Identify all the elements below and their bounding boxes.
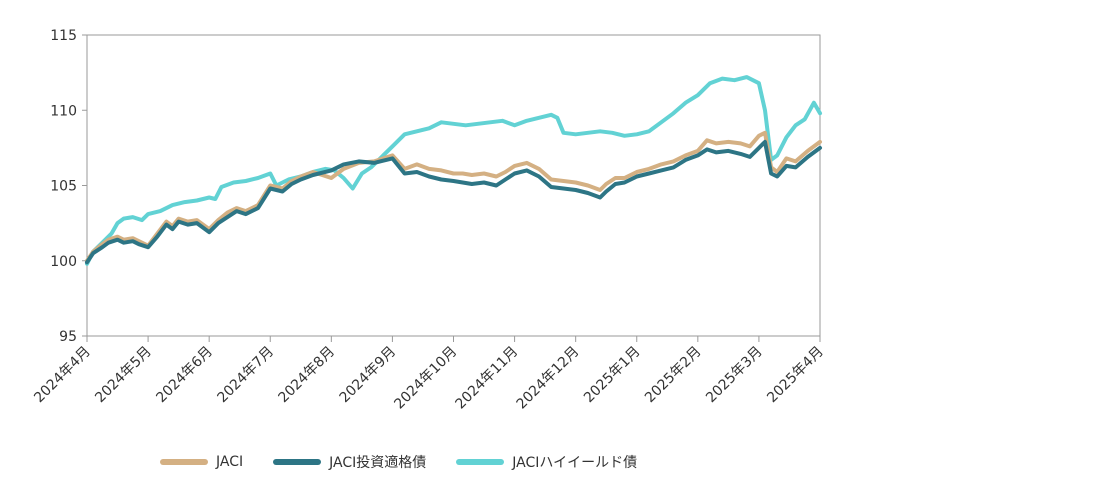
series-line-1 bbox=[85, 139, 822, 265]
plot-frame bbox=[86, 34, 821, 337]
x-tick-label-10: 2025年2月 bbox=[642, 344, 705, 407]
x-tick-label-12: 2025年4月 bbox=[764, 344, 827, 407]
legend-label-jaci-investment-grade: JACI投資適格債 bbox=[329, 455, 427, 471]
x-tick-label-0: 2024年4月 bbox=[31, 344, 94, 407]
series-line-2 bbox=[85, 75, 822, 266]
legend-item-jaci: JACI bbox=[160, 452, 243, 472]
legend-item-jaci-investment-grade: JACI投資適格債 bbox=[273, 452, 426, 472]
x-tick-label-11: 2025年3月 bbox=[703, 344, 766, 407]
x-tick-label-7: 2024年11月 bbox=[453, 344, 522, 413]
legend: JACI JACI投資適格債 JACIハイイールド債 bbox=[160, 452, 637, 472]
y-tick-label-105: 105 bbox=[50, 179, 77, 195]
y-tick-label-100: 100 bbox=[50, 254, 77, 270]
legend-swatch-jaci bbox=[160, 459, 208, 465]
legend-label-jaci: JACI bbox=[216, 454, 244, 470]
y-tick-label-115: 115 bbox=[50, 28, 77, 44]
legend-item-jaci-high-yield: JACIハイイールド債 bbox=[456, 452, 637, 472]
y-tick-label-95: 95 bbox=[59, 329, 77, 345]
legend-label-jaci-high-yield: JACIハイイールド債 bbox=[512, 455, 638, 471]
legend-swatch-jaci-investment-grade bbox=[273, 459, 322, 465]
legend-swatch-jaci-high-yield bbox=[456, 459, 505, 465]
x-tick-label-2: 2024年6月 bbox=[153, 344, 216, 407]
x-tick-label-4: 2024年8月 bbox=[276, 344, 339, 407]
x-tick-label-9: 2025年1月 bbox=[581, 344, 644, 407]
x-tick-label-8: 2024年12月 bbox=[514, 344, 583, 413]
x-tick-label-5: 2024年9月 bbox=[337, 344, 400, 407]
y-tick-label-110: 110 bbox=[50, 103, 77, 119]
x-tick-label-1: 2024年5月 bbox=[92, 344, 155, 407]
x-tick-label-3: 2024年7月 bbox=[214, 344, 277, 407]
x-tick-label-6: 2024年10月 bbox=[391, 344, 460, 413]
